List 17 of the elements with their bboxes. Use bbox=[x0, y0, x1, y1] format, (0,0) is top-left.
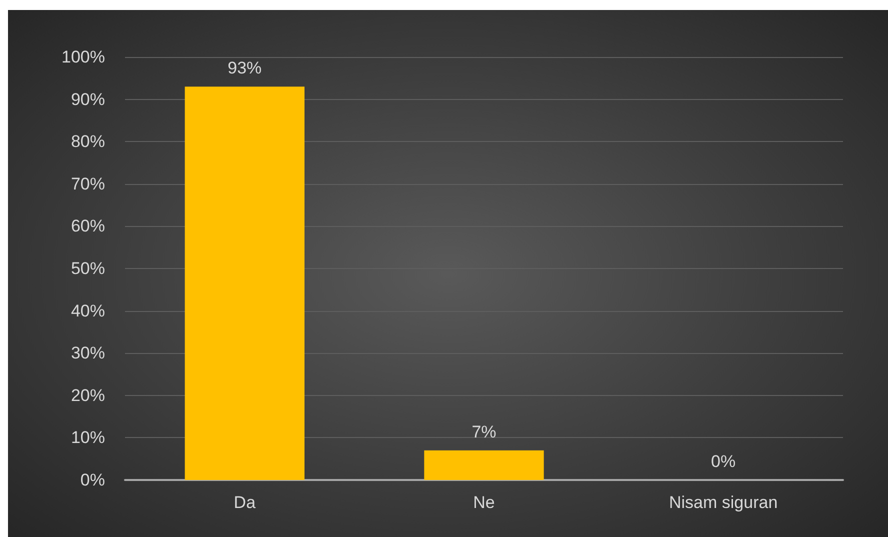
y-tick-label: 40% bbox=[70, 301, 105, 320]
data-label: 93% bbox=[228, 58, 262, 78]
x-tick-label: Nisam siguran bbox=[669, 493, 778, 512]
y-tick-label: 10% bbox=[70, 428, 105, 448]
y-tick-label: 60% bbox=[70, 216, 105, 236]
x-tick-label: Ne bbox=[473, 493, 495, 512]
y-tick-label: 90% bbox=[70, 90, 105, 109]
y-tick-label: 70% bbox=[70, 174, 105, 194]
y-tick-label: 20% bbox=[70, 386, 105, 405]
data-label: 7% bbox=[472, 422, 496, 442]
x-tick-label: Da bbox=[234, 493, 256, 512]
y-tick-label: 80% bbox=[70, 132, 105, 152]
y-tick-label: 100% bbox=[62, 48, 105, 66]
data-label: 0% bbox=[711, 452, 736, 471]
y-tick-label: 50% bbox=[70, 259, 105, 278]
y-tick-label: 30% bbox=[70, 344, 105, 363]
y-tick-label: 0% bbox=[80, 470, 105, 490]
